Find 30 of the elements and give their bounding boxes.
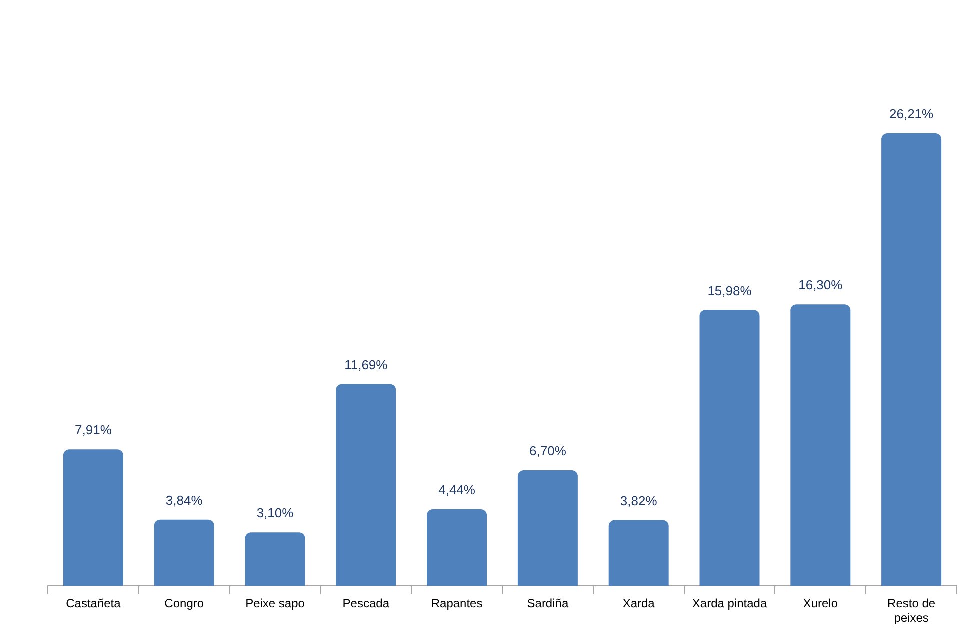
data-label: 3,82%	[620, 493, 658, 508]
x-tick-label: Peixe sapo	[246, 596, 306, 611]
x-tick-label: Sardiña	[527, 596, 569, 611]
data-label: 11,69%	[344, 357, 388, 372]
x-tick-label: Pescada	[342, 596, 390, 611]
x-tick-label: Xarda	[622, 596, 656, 611]
x-tick-label: Congro	[164, 596, 204, 611]
data-label: 6,70%	[530, 444, 567, 459]
bar	[882, 133, 942, 586]
bar	[790, 304, 851, 586]
x-tick-label: Castañeta	[66, 596, 122, 611]
x-tick-label: Rapantes	[431, 596, 483, 611]
data-label: 7,91%	[75, 422, 112, 438]
data-label: 3,10%	[256, 506, 294, 521]
data-label: 15,98%	[708, 283, 752, 298]
x-tick-label: Xurelo	[803, 596, 838, 611]
bar	[608, 520, 669, 586]
bar	[336, 384, 396, 586]
bar	[63, 450, 124, 586]
x-tick-label: Resto de peixes	[888, 596, 936, 626]
x-tick-label: Xarda pintada	[692, 596, 768, 611]
data-label: 26,21%	[890, 106, 934, 122]
data-label: 3,84%	[166, 492, 204, 508]
bar	[154, 520, 214, 586]
bar	[518, 470, 578, 586]
bar	[427, 510, 488, 586]
bar	[245, 532, 306, 586]
bar	[700, 310, 760, 586]
data-label: 4,44%	[438, 482, 476, 498]
data-label: 16,30%	[798, 278, 844, 293]
